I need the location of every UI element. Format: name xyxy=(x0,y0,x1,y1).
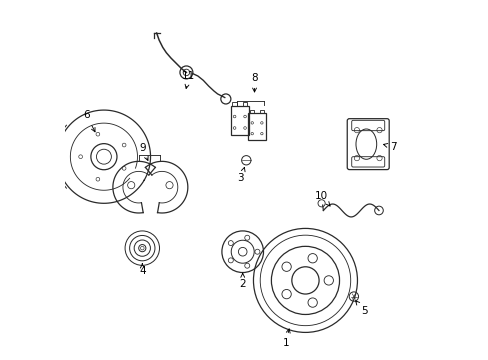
Text: 9: 9 xyxy=(139,143,148,161)
Text: 4: 4 xyxy=(139,264,145,276)
Text: 1: 1 xyxy=(282,329,289,348)
Text: 11: 11 xyxy=(182,71,195,89)
Text: 6: 6 xyxy=(83,111,95,132)
Text: 3: 3 xyxy=(237,167,244,183)
Text: 7: 7 xyxy=(383,142,396,152)
Text: 10: 10 xyxy=(314,191,329,206)
Text: 8: 8 xyxy=(251,73,257,92)
Text: 5: 5 xyxy=(355,301,367,316)
Text: 2: 2 xyxy=(239,273,245,289)
